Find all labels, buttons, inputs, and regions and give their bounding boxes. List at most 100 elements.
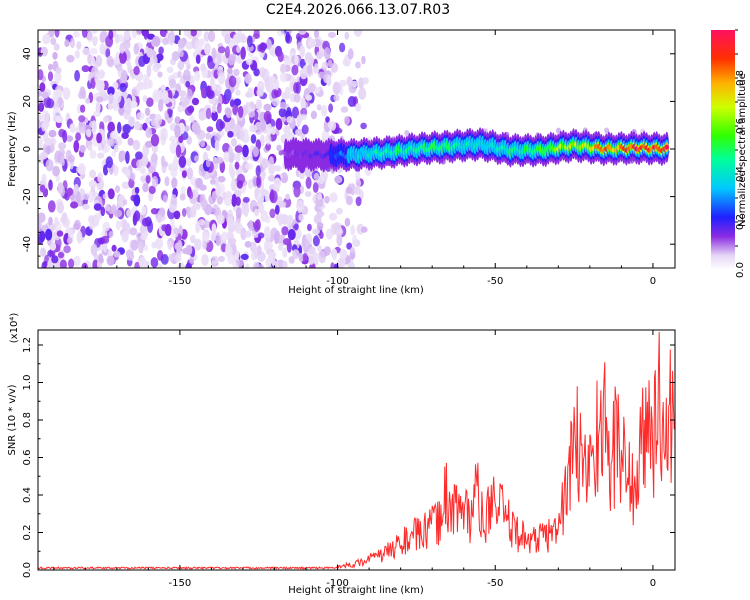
noise-speckle — [225, 245, 233, 258]
noise-speckle — [295, 128, 303, 136]
noise-speckle — [211, 204, 220, 216]
noise-speckle — [214, 133, 221, 143]
noise-speckle — [151, 176, 159, 188]
noise-speckle — [143, 230, 149, 237]
noise-speckle — [86, 128, 92, 138]
noise-speckle — [75, 132, 81, 142]
noise-speckle — [179, 77, 185, 85]
noise-speckle — [213, 177, 220, 187]
noise-speckle — [228, 53, 237, 61]
noise-speckle — [121, 230, 129, 243]
noise-speckle — [73, 140, 80, 153]
noise-speckle — [257, 232, 265, 239]
noise-speckle — [193, 124, 201, 136]
noise-speckle — [186, 136, 192, 145]
noise-speckle — [141, 30, 149, 36]
noise-speckle — [343, 115, 350, 125]
noise-speckle — [52, 51, 58, 60]
noise-speckle — [146, 48, 154, 58]
noise-speckle — [178, 135, 184, 144]
snr-line — [38, 331, 675, 570]
noise-speckle — [38, 212, 46, 223]
noise-speckle — [142, 95, 148, 103]
noise-speckle — [281, 226, 289, 236]
noise-speckle — [99, 121, 105, 132]
noise-speckle — [293, 223, 299, 231]
noise-speckle — [299, 68, 308, 80]
noise-speckle — [189, 115, 195, 123]
noise-speckle — [173, 210, 181, 220]
snr-ytick-label: 0.2 — [22, 525, 33, 541]
noise-speckle — [121, 70, 128, 81]
noise-speckle — [205, 107, 212, 120]
noise-speckle — [136, 159, 142, 169]
noise-speckle — [186, 157, 192, 167]
noise-speckle — [333, 94, 340, 102]
noise-speckle — [272, 78, 280, 91]
noise-speckle — [174, 253, 182, 263]
noise-speckle — [113, 251, 121, 258]
noise-speckle — [233, 68, 240, 77]
noise-speckle — [231, 193, 237, 207]
spectrogram-ytick-label: 40 — [22, 47, 33, 60]
noise-speckle — [312, 66, 320, 75]
noise-speckle — [81, 30, 88, 38]
noise-speckle — [204, 42, 211, 56]
noise-speckle — [325, 228, 333, 240]
noise-speckle — [312, 235, 320, 247]
noise-speckle — [244, 241, 252, 248]
noise-speckle — [119, 42, 125, 54]
noise-speckle — [335, 207, 343, 215]
noise-speckle — [211, 104, 217, 113]
snr-xtick-label: -50 — [487, 578, 503, 589]
noise-speckle — [161, 90, 169, 100]
noise-speckle — [194, 238, 202, 251]
noise-speckle — [281, 92, 288, 100]
noise-speckle — [214, 139, 220, 152]
snr-ylabel: SNR (10 * v/v) — [7, 384, 18, 455]
noise-speckle — [261, 171, 267, 178]
noise-speckle — [316, 210, 325, 218]
noise-speckle — [145, 140, 153, 148]
noise-speckle — [217, 72, 226, 85]
noise-speckle — [120, 218, 127, 229]
noise-speckle — [46, 98, 55, 109]
noise-speckle — [324, 195, 330, 204]
noise-speckle — [200, 63, 206, 72]
noise-speckle — [234, 222, 240, 232]
noise-speckle — [73, 31, 80, 38]
noise-speckle — [145, 107, 151, 116]
noise-speckle — [81, 262, 88, 268]
noise-speckle — [340, 106, 349, 113]
noise-speckle — [141, 206, 146, 215]
noise-speckle — [259, 134, 265, 147]
noise-speckle — [254, 208, 260, 217]
noise-speckle — [285, 31, 291, 43]
noise-speckle — [215, 237, 221, 247]
noise-speckle — [108, 30, 114, 40]
noise-speckle — [339, 249, 348, 260]
noise-speckle — [41, 173, 47, 184]
noise-speckle — [283, 125, 291, 134]
noise-speckle — [76, 165, 83, 174]
noise-speckle — [150, 133, 160, 147]
noise-speckle — [227, 225, 236, 233]
noise-speckle — [132, 139, 141, 151]
noise-speckle — [151, 241, 158, 249]
noise-speckle — [210, 233, 217, 242]
noise-speckle — [97, 143, 103, 152]
noise-speckle — [50, 37, 57, 46]
noise-speckle — [195, 221, 201, 234]
noise-speckle — [244, 73, 252, 84]
noise-speckle — [227, 67, 233, 75]
noise-speckle — [329, 192, 338, 203]
noise-speckle — [336, 228, 344, 236]
noise-speckle — [255, 99, 263, 111]
noise-speckle — [362, 77, 369, 85]
noise-speckle — [125, 150, 130, 164]
noise-speckle — [226, 216, 234, 228]
noise-speckle — [329, 120, 337, 131]
noise-speckle — [145, 175, 151, 184]
noise-speckle — [190, 30, 197, 37]
